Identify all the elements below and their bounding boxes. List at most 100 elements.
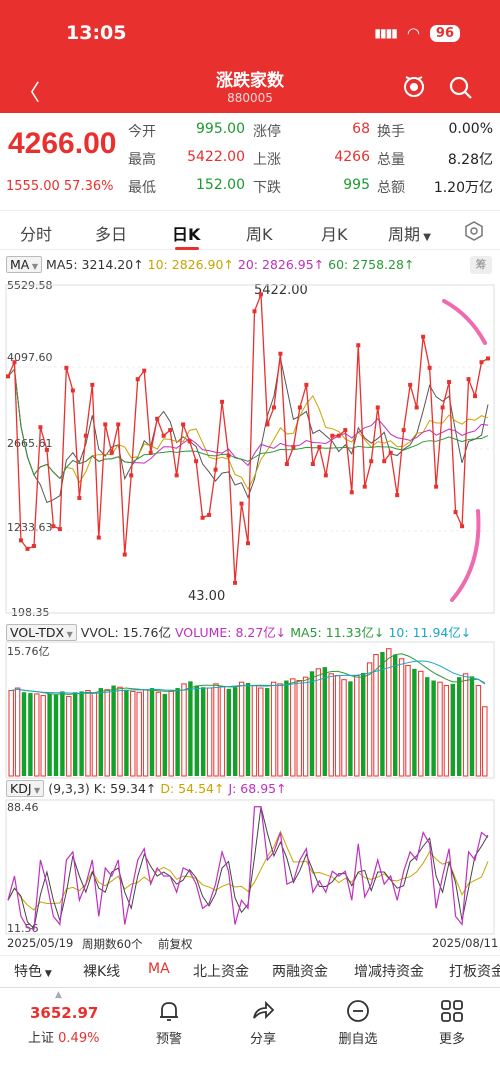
alarm-clock-icon[interactable]	[401, 73, 427, 99]
price-point	[96, 535, 101, 540]
status-icons: ▮▮▮▮ ◠ 96	[374, 24, 460, 42]
vol-selector[interactable]: VOL-TDX ▼	[6, 624, 77, 641]
volume-bar	[361, 672, 366, 776]
share-icon	[253, 1000, 275, 1020]
volume-bar	[341, 679, 347, 777]
share-button[interactable]: 分享	[223, 998, 303, 1047]
tool-limit-up[interactable]: 打板资金	[449, 964, 500, 980]
volume-bar	[405, 664, 411, 777]
alert-button[interactable]: 预警	[129, 998, 209, 1047]
tool-naked-k[interactable]: 裸K线	[83, 964, 121, 980]
volume-bar	[418, 670, 424, 777]
price-point	[109, 450, 114, 455]
price-point	[297, 405, 302, 410]
volume-bar	[73, 692, 78, 776]
price-point	[349, 490, 354, 495]
price-point	[271, 405, 276, 410]
volume-bar	[482, 706, 488, 777]
caret-down-icon: ▼	[29, 262, 39, 271]
bottom-bar: ▲ 3652.97 上证 0.49% 预警 分享 删自选 更多	[0, 987, 500, 1083]
volume-bar	[21, 692, 27, 776]
price-chart[interactable]	[0, 275, 500, 620]
tab-monthly-k[interactable]: 月K	[321, 225, 348, 244]
volume-bar	[162, 693, 167, 776]
stat-label: 今开	[128, 124, 156, 140]
volume-bar	[66, 695, 72, 777]
price-point	[64, 365, 69, 370]
vol-axis-top: 15.76亿	[7, 645, 50, 658]
volume-bar	[233, 687, 238, 776]
tab-weekly-k[interactable]: 周K	[246, 225, 273, 244]
tab-period-label: 周期	[388, 225, 421, 244]
volume-bar	[136, 691, 142, 777]
price-point	[51, 524, 56, 529]
tool-ma[interactable]: MA	[148, 961, 170, 977]
search-icon[interactable]	[448, 75, 474, 101]
price-point	[161, 433, 166, 438]
caret-up-icon: ▲	[55, 990, 62, 1000]
price-point	[369, 459, 374, 464]
caret-down-icon: ▼	[42, 969, 52, 979]
price-point	[155, 416, 160, 421]
tool-margin[interactable]: 两融资金	[272, 964, 328, 980]
tool-holdings[interactable]: 增减持资金	[354, 964, 424, 980]
volume-bar	[450, 683, 455, 776]
tool-featured[interactable]: 特色 ▼	[14, 961, 52, 981]
alert-label: 预警	[155, 1032, 182, 1047]
price-point	[129, 473, 134, 478]
volume-bar	[348, 681, 353, 776]
chart-frame	[5, 641, 495, 779]
hexagon-gear-icon[interactable]	[463, 220, 485, 242]
volume-bar	[437, 681, 443, 777]
vvol-value: VVOL: 15.76亿	[80, 625, 171, 640]
price-point	[479, 360, 484, 365]
ma10-line	[7, 368, 489, 491]
adjust-mode: 前复权	[158, 937, 193, 951]
volume-bar	[309, 671, 315, 776]
price-point	[343, 428, 348, 433]
status-time: 13:05	[66, 22, 127, 44]
tab-daily-k[interactable]: 日K	[172, 225, 201, 244]
volume-bar	[245, 683, 251, 776]
index-value[interactable]: 3652.97	[30, 1004, 99, 1022]
kdj-k-line	[7, 806, 489, 930]
kdj-j-line	[7, 806, 489, 931]
price-point	[317, 445, 322, 450]
tool-northbound[interactable]: 北上资金	[193, 964, 249, 980]
price-point	[486, 356, 490, 361]
price-point	[31, 544, 36, 549]
ma-selector-label: MA	[10, 257, 30, 272]
index-row[interactable]: 上证 0.49%	[28, 1027, 99, 1046]
volume-bar	[40, 695, 46, 777]
ma-selector[interactable]: MA ▼	[6, 256, 43, 273]
more-button[interactable]: 更多	[412, 998, 492, 1047]
remove-watchlist-button[interactable]: 删自选	[318, 998, 398, 1047]
volume-bar	[168, 690, 174, 777]
stat-label: 下跌	[253, 180, 281, 196]
tab-period-dropdown[interactable]: 周期 ▼	[388, 221, 431, 245]
tab-multiday[interactable]: 多日	[95, 225, 128, 244]
share-label: 分享	[249, 1032, 276, 1047]
ma20-value: 20: 2826.95↑	[237, 257, 325, 272]
grid-icon	[441, 1000, 463, 1022]
volume-bar	[53, 694, 59, 776]
annotation-stroke	[450, 509, 481, 602]
caret-down-icon: ▼	[420, 232, 431, 243]
volume-bar	[47, 693, 52, 776]
kdj-chart[interactable]	[0, 798, 500, 936]
volume-chart[interactable]	[0, 640, 500, 780]
price-point	[421, 334, 426, 339]
price-point	[12, 360, 17, 365]
price-point	[70, 388, 75, 393]
kdj-selector[interactable]: KDJ ▼	[6, 780, 45, 797]
price-point	[466, 377, 471, 382]
chip-distribution-button[interactable]: 筹	[470, 256, 492, 274]
price-point	[460, 524, 465, 529]
price-point	[38, 425, 43, 430]
volume-bar	[149, 688, 155, 776]
back-button[interactable]: 〈	[18, 81, 41, 106]
price-point	[83, 433, 88, 438]
volume-bar	[85, 690, 91, 777]
tab-intraday[interactable]: 分时	[20, 225, 53, 244]
price-point	[447, 380, 452, 385]
